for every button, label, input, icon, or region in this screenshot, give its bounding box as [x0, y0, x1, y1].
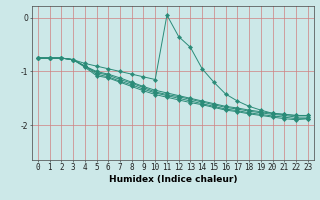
- X-axis label: Humidex (Indice chaleur): Humidex (Indice chaleur): [108, 175, 237, 184]
